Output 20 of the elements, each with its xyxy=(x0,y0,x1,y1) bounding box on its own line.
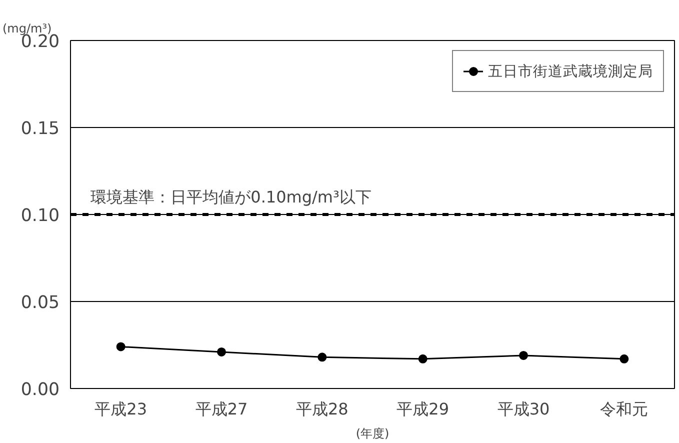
point xyxy=(217,347,226,356)
point xyxy=(519,350,528,360)
y-tick-label: 0.10 xyxy=(20,206,60,226)
x-tick-label: 令和元 xyxy=(600,400,648,418)
x-tick-label: 平成27 xyxy=(195,400,248,418)
y-tick-label: 0.05 xyxy=(20,293,60,313)
point xyxy=(116,342,126,352)
ref-line-label: 環境基準：日平均値が0.10mg/m³以下 xyxy=(90,188,372,206)
point xyxy=(418,354,428,364)
y-tick-label: 0.15 xyxy=(20,119,60,139)
point xyxy=(620,354,629,364)
x-axis-title: (年度) xyxy=(356,426,390,440)
y-axis-title: (mg/m³) xyxy=(2,22,52,36)
x-tick-label: 平成29 xyxy=(396,400,450,418)
point xyxy=(318,352,327,362)
x-tick-label: 平成23 xyxy=(94,400,148,418)
x-tick-label: 平成30 xyxy=(497,400,550,418)
legend-label: 五日市街道武蔵境測定局 xyxy=(488,62,653,80)
y-tick-label: 0.00 xyxy=(20,380,60,400)
x-tick-label: 平成28 xyxy=(296,400,348,418)
